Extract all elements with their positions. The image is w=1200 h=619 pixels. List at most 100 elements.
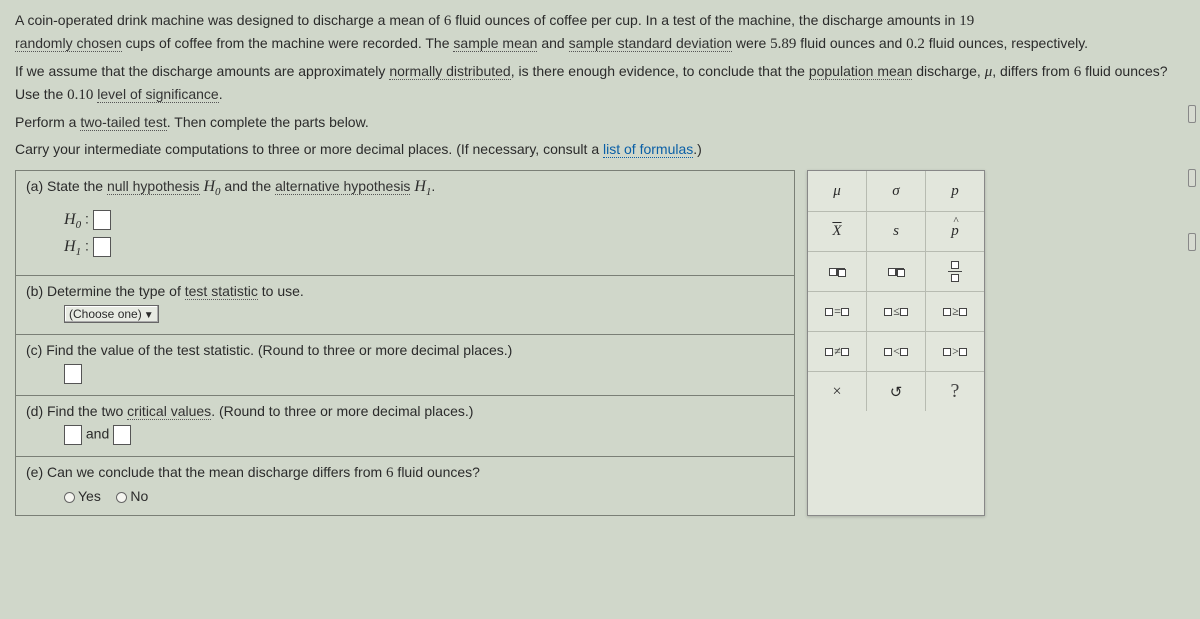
text: (d) Find the two [26,403,127,419]
text: discharge, [912,63,984,79]
text: Carry your intermediate computations to … [15,141,603,157]
palette-p[interactable]: p [925,171,984,211]
work-area: (a) State the null hypothesis H0 and the… [15,170,1185,516]
text: . Then complete the parts below. [167,114,369,130]
link-alternative-hypothesis[interactable]: alternative hypothesis [275,178,410,195]
part-d-inputs: and [26,419,784,449]
palette-power[interactable] [808,251,866,291]
text: fluid ounces and [796,35,906,51]
sample-size: 19 [959,13,974,29]
sample-mean-value: 5.89 [770,36,796,52]
part-e-inputs: Yes No [26,482,784,508]
part-b-input: (Choose one)▼ [26,299,784,327]
critical-value-1-input[interactable] [64,425,82,445]
link-sample-sd[interactable]: sample standard deviation [569,35,732,52]
chevron-down-icon: ▼ [144,310,154,321]
palette-equals[interactable]: = [808,291,866,331]
text: . [219,86,223,102]
part-c: (c) Find the value of the test statistic… [16,334,794,395]
sample-sd-value: 0.2 [906,36,925,52]
h0-line: H0 : [64,210,784,231]
stem-para-4: Carry your intermediate computations to … [15,139,1185,160]
stem-para-2: If we assume that the discharge amounts … [15,61,1185,106]
palette-ge[interactable]: ≥ [925,291,984,331]
text: (a) State the [26,178,107,194]
text: and [537,35,568,51]
text: and the [221,178,276,194]
text: (e) Can we conclude that the mean discha… [26,464,386,480]
palette-help[interactable]: ? [925,371,984,411]
no-radio[interactable] [116,492,127,503]
palette-le[interactable]: ≤ [866,291,925,331]
text: to use. [258,283,304,299]
link-randomly-chosen[interactable]: randomly chosen [15,35,122,52]
and-text: and [82,426,113,442]
link-test-statistic[interactable]: test statistic [185,283,258,300]
side-button-1[interactable] [1188,105,1196,123]
side-button-3[interactable] [1188,233,1196,251]
question-table: (a) State the null hypothesis H0 and the… [15,170,795,516]
h0-input[interactable] [93,210,111,230]
text: . [431,178,435,194]
stem-para-1: A coin-operated drink machine was design… [15,10,1185,55]
side-controls [1188,105,1198,297]
palette-subscript[interactable] [866,251,925,291]
text: were [732,35,770,51]
colon: : [81,211,93,227]
H-symbol: H [203,178,215,195]
alpha-value: 0.10 [67,87,93,103]
test-statistic-select[interactable]: (Choose one)▼ [64,305,159,323]
palette-reset[interactable]: ↺ [866,371,925,411]
test-stat-value-input[interactable] [64,364,82,384]
text: Perform a [15,114,80,130]
palette-gt[interactable]: > [925,331,984,371]
palette-phat[interactable]: p [925,211,984,251]
H1-label: H [64,238,76,255]
text: A coin-operated drink machine was design… [15,12,444,28]
H0-label: H [64,211,76,228]
link-level-of-significance[interactable]: level of significance [97,86,218,103]
yes-label: Yes [78,488,101,504]
problem-stem: A coin-operated drink machine was design… [15,10,1185,160]
palette-clear[interactable]: × [808,371,866,411]
palette-fraction[interactable] [925,251,984,291]
select-placeholder: (Choose one) [69,307,142,321]
h1-input[interactable] [93,237,111,257]
part-e-prompt: (e) Can we conclude that the mean discha… [26,464,784,482]
palette-xbar[interactable]: X [808,211,866,251]
text: cups of coffee from the machine were rec… [122,35,454,51]
link-null-hypothesis[interactable]: null hypothesis [107,178,200,195]
no-label: No [130,488,148,504]
colon: : [81,238,93,254]
side-button-2[interactable] [1188,169,1196,187]
h1-line: H1 : [64,237,784,258]
text: (b) Determine the type of [26,283,185,299]
part-d-prompt: (d) Find the two critical values. (Round… [26,403,784,419]
stem-para-3: Perform a two-tailed test. Then complete… [15,112,1185,133]
link-normally-distributed[interactable]: normally distributed [389,63,510,80]
text: , differs from [992,63,1073,79]
part-c-input [26,358,784,388]
palette-mu[interactable]: μ [808,171,866,211]
palette-s[interactable]: s [866,211,925,251]
link-population-mean[interactable]: population mean [809,63,913,80]
yes-radio[interactable] [64,492,75,503]
critical-value-2-input[interactable] [113,425,131,445]
palette-lt[interactable]: < [866,331,925,371]
part-c-prompt: (c) Find the value of the test statistic… [26,342,784,358]
link-two-tailed-test[interactable]: two-tailed test [80,114,166,131]
link-sample-mean[interactable]: sample mean [453,35,537,52]
text: .) [693,141,702,157]
palette-sigma[interactable]: σ [866,171,925,211]
link-list-of-formulas[interactable]: list of formulas [603,141,693,158]
question-page: A coin-operated drink machine was design… [0,0,1200,526]
part-e: (e) Can we conclude that the mean discha… [16,456,794,515]
link-critical-values[interactable]: critical values [127,403,211,420]
text: . (Round to three or more decimal places… [211,403,473,419]
text: fluid ounces? [394,464,480,480]
palette-ne[interactable]: ≠ [808,331,866,371]
symbol-palette: μ σ p X s p = ≤ ≥ ≠ < > [807,170,985,516]
part-a: (a) State the null hypothesis H0 and the… [16,171,794,275]
H-symbol: H [414,178,426,195]
text: , is there enough evidence, to conclude … [511,63,809,79]
